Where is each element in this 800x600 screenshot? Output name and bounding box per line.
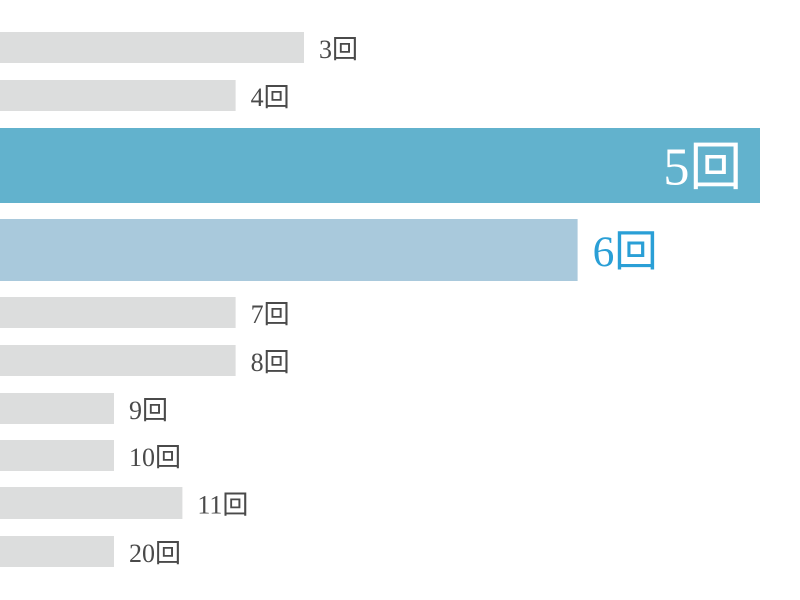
bar-label: 10回	[129, 443, 181, 472]
bar	[0, 440, 114, 471]
bar	[0, 393, 114, 424]
bar	[0, 219, 578, 281]
bar-label: 3回	[319, 35, 358, 64]
bar-label: 7回	[251, 300, 290, 329]
bar	[0, 297, 236, 328]
bar-label: 20回	[129, 539, 181, 568]
bar-label: 6回	[593, 228, 658, 276]
bar	[0, 345, 236, 376]
bar	[0, 32, 304, 63]
bar	[0, 80, 236, 111]
bar-label: 4回	[251, 83, 290, 112]
bar-label: 5回	[663, 139, 742, 197]
bar	[0, 536, 114, 567]
bar-label: 9回	[129, 396, 168, 425]
bar-label: 8回	[251, 348, 290, 377]
bar	[0, 128, 760, 203]
bar	[0, 487, 183, 519]
bar-label: 11回	[197, 491, 248, 520]
